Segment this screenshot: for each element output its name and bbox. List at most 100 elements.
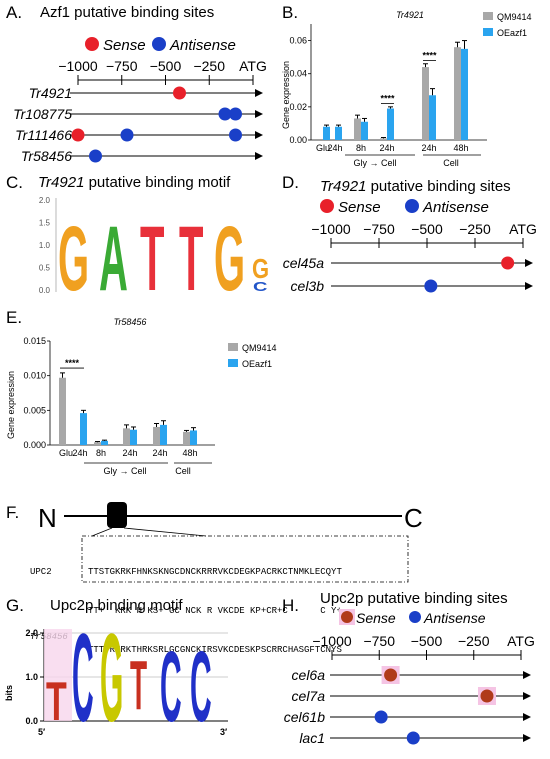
motif-letter-t: T — [140, 208, 164, 300]
panel-h-title: Upc2p putative binding sites — [320, 590, 508, 607]
sense-site — [501, 256, 515, 270]
arrow-head — [255, 131, 263, 139]
arrow-head — [525, 259, 533, 267]
gene-name-tr111466: Tr111466 — [15, 127, 72, 143]
x-tick-label: 24h — [421, 143, 436, 153]
panel-e-letter: E. — [6, 308, 23, 327]
y-tick-label: 0.010 — [23, 371, 46, 381]
legend-swatch-qm9414 — [228, 343, 238, 351]
align-seq-tr58456: TTTVRKRKTHRKSRLGCGNCKIRSVKCDESKPSCRRCHAS… — [88, 645, 342, 655]
gene-name-cel61b: cel61b — [284, 709, 325, 725]
antisense-site — [89, 149, 102, 163]
chart-e: Tr58456 Gene expression 0.000 0.005 0.010 0… — [6, 317, 277, 476]
significance-mark: **** — [65, 358, 80, 368]
bar-oeazf1 — [160, 424, 167, 445]
gene-tracks: cel45a cel3b — [283, 255, 533, 294]
significance-mark: **** — [380, 94, 395, 104]
bar-qm9414 — [59, 377, 66, 445]
gene-name-cel7a: cel7a — [292, 688, 326, 704]
panel-c-title: Tr4921 putative binding motif — [38, 174, 230, 191]
x-tick-label: 24h — [152, 448, 167, 458]
y-tick-label: 0.00 — [289, 135, 307, 145]
protein-schematic: N C — [38, 502, 423, 583]
y-tick-label: 1.0 — [39, 241, 51, 250]
gene-name-tr4921: Tr4921 — [29, 85, 72, 101]
sense-site — [384, 668, 398, 682]
bar-oeazf1 — [429, 95, 436, 140]
motif-letter-t: T — [130, 647, 147, 724]
axis-tick-label: −500 — [411, 633, 443, 649]
x-tick-label: 8h — [356, 143, 366, 153]
y-tick-label: 0.02 — [289, 102, 307, 112]
legend-label-oeazf1: OEazf1 — [497, 28, 527, 38]
bar-oeazf1 — [190, 430, 197, 445]
antisense-site — [424, 279, 438, 293]
arrow-head — [255, 152, 263, 160]
panel-c-title-gene: Tr4921 — [38, 174, 85, 191]
y-tick-label: 2.0 — [39, 196, 51, 205]
arrow-head — [523, 734, 531, 742]
x-tick-label: 24h — [122, 448, 137, 458]
bar-qm9414 — [380, 138, 387, 140]
y-tick-label: 0.005 — [23, 405, 46, 415]
arrow-head — [255, 110, 263, 118]
gene-name-tr58456: Tr58456 — [21, 148, 72, 164]
bar-oeazf1 — [461, 48, 468, 140]
axis-tick-label: −500 — [150, 58, 182, 74]
panel-a-letter: A. — [6, 3, 23, 22]
x-tick-label: 8h — [96, 448, 106, 458]
highlight-position-1 — [44, 629, 72, 721]
axis-tick-label: −750 — [106, 58, 138, 74]
legend-label-qm9414: QM9414 — [497, 12, 532, 22]
motif-letter-g: G — [100, 615, 123, 749]
axis-tick-label: −250 — [458, 633, 490, 649]
zoom-line-left — [91, 527, 113, 537]
bar-oeazf1 — [361, 121, 368, 140]
panel-a-title: Azf1 putative binding sites — [40, 4, 215, 21]
x-tick-label: 24h — [72, 448, 87, 458]
legend-label-oeazf1: OEazf1 — [242, 359, 272, 369]
sense-site — [173, 86, 186, 100]
axis-ticks: −1000 −750 −500 −250 ATG — [58, 58, 267, 85]
antisense-legend-label: Antisense — [422, 199, 489, 216]
zoom-line-right — [123, 527, 207, 537]
five-prime-label: 5′ — [38, 727, 45, 737]
y-tick-label: 0.015 — [23, 336, 46, 346]
axis-ticks: −1000 −750 −500 −250 ATG — [312, 633, 535, 660]
y-tick-label: 1.5 — [39, 219, 51, 228]
antisense-legend-label: Antisense — [423, 610, 486, 626]
gene-name-cel6a: cel6a — [292, 667, 326, 683]
panel-h-map: Sense Antisense −1000 −750 −500 −250 ATG cel… — [284, 609, 535, 746]
antisense-site — [229, 128, 242, 142]
y-tick-label: 0.0 — [25, 716, 38, 726]
bar-oeazf1 — [80, 413, 87, 445]
y-axis-label: Gene expression — [6, 371, 16, 439]
chart-title: Tr58456 — [114, 317, 147, 327]
x-tick-label: 24h — [379, 143, 394, 153]
legend-label-qm9414: QM9414 — [242, 343, 277, 353]
motif-letter-g: G — [58, 208, 89, 300]
bar-qm9414 — [454, 47, 461, 141]
axis-tick-label: −250 — [459, 221, 491, 237]
antisense-site — [406, 731, 420, 745]
panel-f-letter: F. — [6, 503, 20, 522]
panel-d-letter: D. — [282, 173, 299, 192]
y-tick-label: 0.5 — [39, 264, 51, 273]
axis-tick-label: −500 — [411, 221, 443, 237]
panel-g-title: Upc2p binding motif — [50, 597, 183, 614]
antisense-site — [374, 710, 388, 724]
axis-tick-label: −1000 — [58, 58, 98, 74]
group-label-cell: Cell — [443, 158, 459, 168]
bars: **** **** — [323, 40, 468, 141]
sense-site — [480, 689, 494, 703]
dna-binding-domain — [107, 502, 127, 528]
n-terminus-label: N — [38, 503, 57, 533]
y-axis-label: Gene expression — [281, 61, 291, 129]
x-tick-label: Glu — [59, 448, 73, 458]
gene-name-cel3b: cel3b — [291, 278, 325, 294]
chart-title: Tr4921 — [396, 10, 424, 20]
motif-letter-c: C — [160, 630, 182, 742]
